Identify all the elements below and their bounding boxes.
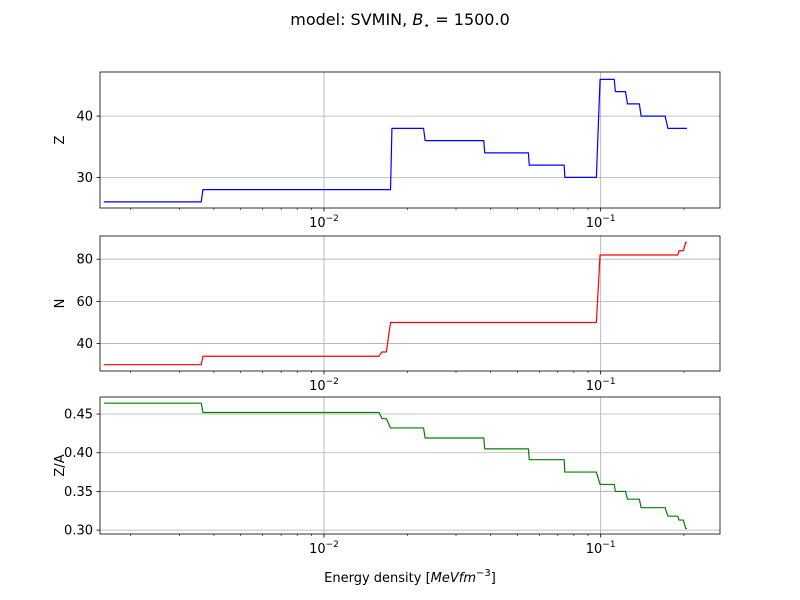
x-tick-label-base: 10 (309, 542, 326, 557)
y-tick-label: 40 (76, 337, 93, 352)
title-suffix: = 1500.0 (430, 10, 510, 29)
y-tick-label: 0.40 (64, 446, 93, 461)
panel-z-over-a: 10−2 10−10.300.350.400.45Z/A (53, 396, 721, 557)
x-tick-label-base: 10 (586, 542, 603, 557)
x-tick-label-exp: −1 (602, 214, 615, 224)
x-tick-label: 10−2 (309, 377, 339, 394)
y-tick-label: 0.45 (64, 408, 93, 423)
axes-frame (99, 71, 721, 209)
y-tick-label: 60 (76, 295, 93, 310)
x-tick-label: 10−2 (309, 214, 339, 231)
x-tick-label-exp: −2 (326, 377, 339, 387)
title-var: B (412, 10, 423, 29)
x-tick-label-base: 10 (309, 379, 326, 394)
axes-frame (99, 235, 721, 372)
y-axis-label: Z/A (53, 454, 68, 476)
series-line (103, 402, 687, 530)
y-tick-label: 40 (76, 110, 93, 125)
x-tick-label-exp: −2 (326, 540, 339, 550)
x-tick-label: 10−1 (586, 540, 616, 557)
x-axis-label: Energy density [MeVfm−3] (324, 568, 496, 586)
y-tick-label: 0.30 (64, 524, 93, 539)
axes-frame (99, 396, 721, 535)
title-prefix: model: SVMIN, (290, 10, 412, 29)
y-axis-label: N (53, 299, 68, 309)
figure-title: model: SVMIN, B⋆ = 1500.0 (290, 10, 510, 32)
y-tick-label: 0.35 (64, 485, 93, 500)
x-tick-label-exp: −1 (602, 377, 615, 387)
x-axis-label-sup: −3 (476, 568, 491, 579)
x-tick-label: 10−1 (586, 214, 616, 231)
x-tick-label: 10−1 (586, 377, 616, 394)
title-sub: ⋆ (423, 19, 430, 32)
y-axis-label: Z (53, 135, 68, 144)
x-tick-label-base: 10 (309, 216, 326, 231)
x-tick-label-base: 10 (586, 379, 603, 394)
x-axis-label-suffix: ] (491, 571, 496, 586)
x-tick-label-base: 10 (586, 216, 603, 231)
x-tick-label-exp: −2 (326, 214, 339, 224)
series-line (103, 241, 687, 366)
y-tick-label: 30 (76, 171, 93, 186)
x-tick-label: 10−2 (309, 540, 339, 557)
series-line (103, 78, 687, 203)
x-axis-label-var: MeVfm (431, 571, 476, 586)
y-tick-label: 80 (76, 253, 93, 268)
x-axis-label-prefix: Energy density [ (324, 571, 431, 586)
x-tick-label-exp: −1 (602, 540, 615, 550)
